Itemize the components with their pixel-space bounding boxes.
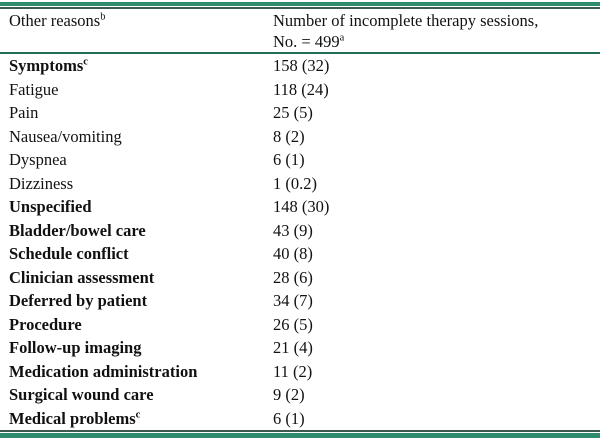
reason-cell: Deferred by patient [0, 289, 273, 313]
count-cell: 11 (2) [273, 361, 313, 381]
table-row-clinician-assessment: Clinician assessment 28 (6) [0, 266, 600, 290]
header-session-count: Number of incomplete therapy sessions, No… [273, 9, 600, 52]
count-cell: 21 (4) [273, 338, 313, 357]
table-row-unspecified: Unspecified 148 (30) [0, 195, 600, 219]
reason-cell: Procedure [0, 313, 273, 337]
bottom-rule-thin [0, 430, 600, 432]
footnote-marker-b: b [100, 11, 106, 23]
count-cell: 158 (32) [273, 56, 330, 75]
reason-label: Bladder/bowel care [9, 220, 146, 240]
reason-label: Clinician assessment [9, 267, 155, 287]
count-cell: 43 (9) [273, 220, 313, 240]
header-separator-rule [0, 52, 600, 54]
header-other-reasons: Other reasonsb [0, 9, 273, 52]
reason-label: Pain [9, 103, 39, 122]
reason-label: Surgical wound care [9, 385, 154, 404]
reason-label: Schedule conflict [9, 244, 129, 263]
reason-cell: Bladder/bowel care [0, 219, 273, 243]
top-rule-thin [0, 7, 600, 9]
reason-label: Medication administration [9, 361, 198, 381]
top-rule-thick [0, 2, 600, 6]
reason-label: Deferred by patient [9, 291, 148, 310]
reason-label: Symptoms [9, 56, 84, 75]
header-col2-line1: Number of incomplete therapy sessions, [273, 11, 539, 30]
reason-label: Nausea/vomiting [9, 126, 122, 146]
header-col2-line2: No. = 499 [273, 32, 340, 51]
count-cell: 34 (7) [273, 291, 313, 310]
count-cell: 26 (5) [273, 314, 313, 334]
footnote-marker-a: a [339, 32, 345, 44]
reason-label: Follow-up imaging [9, 338, 142, 357]
count-cell: 9 (2) [273, 385, 305, 404]
count-cell: 6 (1) [273, 408, 305, 428]
count-cell: 40 (8) [273, 244, 313, 263]
table-row-symptoms: Symptomsc 158 (32) [0, 54, 600, 78]
reason-cell: Dizziness [0, 172, 273, 196]
reason-cell: Clinician assessment [0, 266, 273, 290]
count-cell: 148 (30) [273, 197, 330, 216]
count-cell: 25 (5) [273, 103, 313, 122]
reason-cell: Medical problemsc [0, 407, 273, 431]
incomplete-therapy-table: Other reasonsb Number of incomplete ther… [0, 2, 600, 438]
table-row-bladder-bowel-care: Bladder/bowel care 43 (9) [0, 219, 600, 243]
footnote-marker-c: c [83, 56, 88, 68]
count-cell: 118 (24) [273, 79, 329, 99]
count-cell: 6 (1) [273, 150, 305, 169]
table-row-schedule-conflict: Schedule conflict 40 (8) [0, 242, 600, 266]
reason-cell: Fatigue [0, 78, 273, 102]
reason-cell: Follow-up imaging [0, 336, 273, 360]
count-cell: 28 (6) [273, 267, 313, 287]
reason-label: Dyspnea [9, 150, 67, 169]
table-row-surgical-wound-care: Surgical wound care 9 (2) [0, 383, 600, 407]
table-row-pain: Pain 25 (5) [0, 101, 600, 125]
reason-label: Procedure [9, 314, 82, 334]
table-row-nausea-vomiting: Nausea/vomiting 8 (2) [0, 125, 600, 149]
table-row-medication-administration: Medication administration 11 (2) [0, 360, 600, 384]
reason-label: Unspecified [9, 197, 92, 216]
table-row-fatigue: Fatigue 118 (24) [0, 78, 600, 102]
reason-cell: Dyspnea [0, 148, 273, 172]
reason-label: Dizziness [9, 173, 74, 193]
footnote-marker-c: c [135, 409, 141, 420]
table-row-procedure: Procedure 26 (5) [0, 313, 600, 337]
table-row-follow-up-imaging: Follow-up imaging 21 (4) [0, 336, 600, 360]
table-header-row: Other reasonsb Number of incomplete ther… [0, 9, 600, 52]
reason-cell: Pain [0, 101, 273, 125]
reason-cell: Symptomsc [0, 54, 273, 78]
bottom-rule-thick [0, 433, 600, 438]
table-row-dyspnea: Dyspnea 6 (1) [0, 148, 600, 172]
reason-cell: Schedule conflict [0, 242, 273, 266]
table-row-deferred-by-patient: Deferred by patient 34 (7) [0, 289, 600, 313]
reason-cell: Surgical wound care [0, 383, 273, 407]
reason-cell: Nausea/vomiting [0, 125, 273, 149]
reason-cell: Unspecified [0, 195, 273, 219]
table-row-medical-problems: Medical problemsc 6 (1) [0, 407, 600, 431]
reason-label: Medical problems [9, 408, 136, 428]
header-col1-label: Other reasons [9, 11, 101, 30]
table-row-dizziness: Dizziness 1 (0.2) [0, 172, 600, 196]
count-cell: 8 (2) [273, 126, 305, 146]
count-cell: 1 (0.2) [273, 173, 317, 193]
table-body: Symptomsc 158 (32) Fatigue 118 (24) Pain… [0, 54, 600, 430]
reason-label: Fatigue [9, 79, 59, 99]
reason-cell: Medication administration [0, 360, 273, 384]
